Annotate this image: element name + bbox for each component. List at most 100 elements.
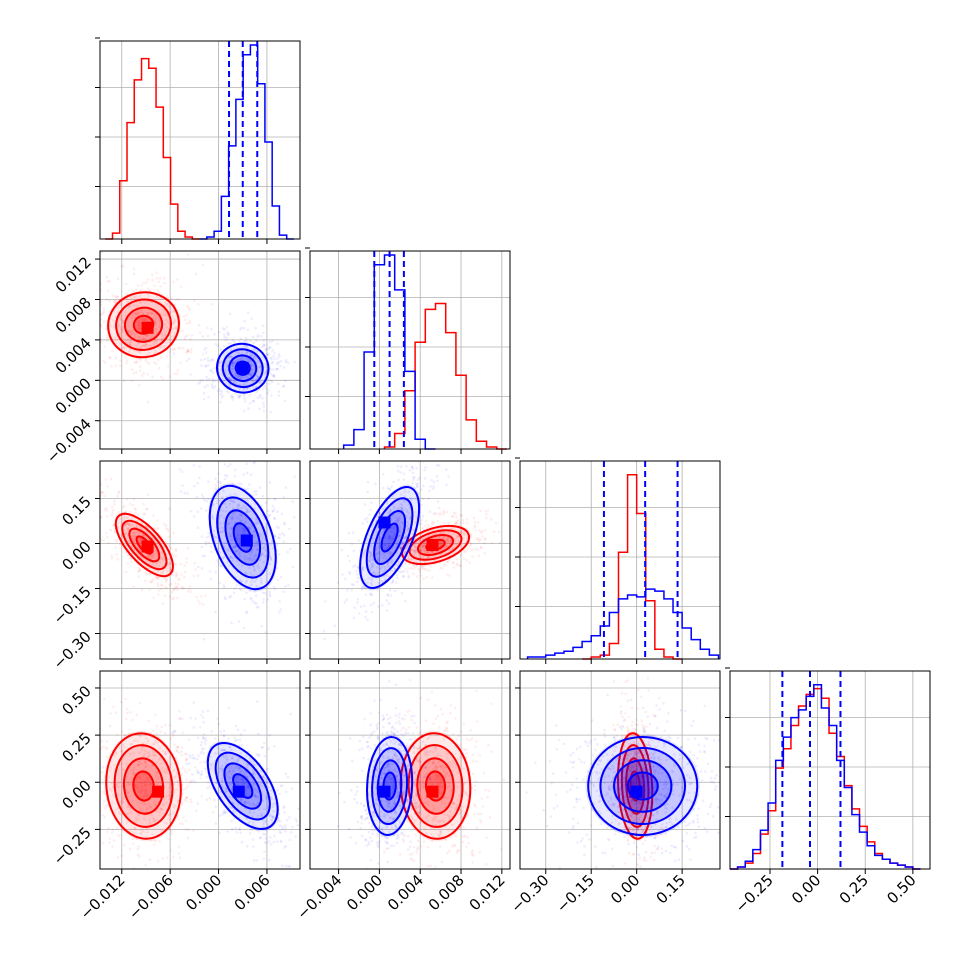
blue-sample-point [200, 364, 203, 367]
blue-sample-point [253, 357, 256, 361]
blue-sample-point [392, 527, 395, 530]
red-sample-point [172, 554, 175, 557]
blue-sample-point [255, 752, 259, 756]
blue-sample-point [254, 518, 258, 522]
red-sample-point [172, 806, 176, 809]
red-sample-point [132, 290, 135, 293]
blue-sample-point [270, 818, 274, 822]
red-sample-point [156, 860, 160, 863]
red-sample-point [120, 521, 123, 524]
blue-sample-point [370, 563, 374, 566]
red-sample-point [119, 304, 122, 307]
red-sample-point [144, 343, 148, 347]
blue-sample-point [232, 500, 235, 504]
red-sample-point [175, 749, 179, 753]
blue-sample-point [225, 758, 229, 762]
blue-sample-point [244, 382, 247, 386]
red-sample-point [132, 304, 136, 307]
red-sample-point [154, 575, 158, 579]
red-sample-point [393, 566, 396, 569]
blue-sample-point [403, 487, 406, 491]
red-sample-point [137, 763, 140, 767]
red-sample-point [148, 561, 151, 565]
red-sample-point [165, 795, 168, 798]
blue-sample-point [260, 532, 263, 536]
blue-sample-point [378, 554, 382, 557]
blue-sample-point [289, 831, 293, 834]
blue-sample-point [225, 772, 228, 776]
blue-sample-point [176, 780, 179, 783]
red-sample-point [167, 786, 171, 789]
red-sample-point [421, 526, 424, 530]
blue-sample-point [242, 626, 246, 630]
red-sample-point [185, 334, 189, 338]
blue-sample-point [396, 520, 399, 524]
red-contour-3 [132, 314, 155, 335]
red-sample-point [144, 571, 148, 574]
blue-sample-point [239, 733, 243, 736]
blue-sample-point [256, 377, 259, 380]
red-sample-point [421, 565, 425, 568]
red-sample-point [411, 564, 415, 567]
red-sample-point [152, 729, 155, 733]
red-sample-point [419, 574, 423, 577]
red-sample-point [138, 301, 141, 304]
red-sample-point [152, 564, 156, 567]
red-sample-point [140, 527, 144, 531]
red-sample-point [430, 690, 434, 694]
blue-sample-point [218, 550, 222, 554]
blue-sample-point [220, 779, 224, 782]
blue-sample-point [267, 388, 270, 392]
red-sample-point [145, 737, 148, 740]
blue-sample-point [400, 592, 404, 595]
red-sample-point [101, 745, 104, 749]
red-sample-point [467, 547, 470, 550]
red-sample-point [402, 791, 406, 794]
blue-sample-point [220, 795, 223, 798]
red-sample-point [190, 800, 193, 804]
red-sample-point [391, 776, 395, 780]
red-sample-point [172, 531, 176, 535]
red-sample-point [174, 775, 178, 778]
blue-sample-point [256, 790, 260, 794]
blue-sample-point [213, 535, 216, 539]
red-sample-point [442, 770, 446, 773]
red-sample-point [156, 570, 160, 573]
blue-sample-point [244, 357, 247, 360]
red-sample-point [460, 544, 464, 547]
red-sample-point [136, 818, 139, 822]
blue-contour-1 [214, 751, 271, 821]
red-sample-point [448, 574, 452, 577]
red-sample-point [422, 840, 426, 843]
red-sample-point [446, 729, 450, 733]
red-sample-point [473, 547, 477, 551]
red-sample-point [421, 779, 425, 783]
blue-sample-point [262, 343, 265, 346]
red-density-peak [141, 540, 154, 553]
blue-sample-point [195, 809, 198, 812]
red-sample-point [122, 346, 126, 350]
blue-sample-point [278, 792, 281, 796]
red-sample-point [159, 807, 163, 811]
blue-sample-point [241, 770, 245, 774]
blue-sample-point [245, 845, 249, 848]
red-sample-point [168, 350, 171, 354]
blue-sample-point [201, 735, 205, 739]
red-sample-point [137, 814, 141, 817]
blue-sample-point [252, 535, 256, 538]
blue-sample-point [265, 501, 268, 505]
blue-sample-point [333, 624, 337, 627]
blue-sample-point [168, 507, 171, 511]
blue-sample-point [195, 495, 199, 499]
red-sample-point [128, 330, 131, 333]
red-sample-point [204, 594, 207, 597]
blue-sample-point [231, 499, 234, 503]
blue-sample-point [236, 549, 240, 552]
blue-sample-point [232, 497, 236, 501]
blue-sample-point [234, 724, 238, 728]
red-sample-point [448, 784, 451, 788]
blue-sample-point [268, 858, 271, 862]
blue-sample-point [366, 490, 370, 494]
red-sample-point [125, 527, 129, 530]
red-sample-point [470, 548, 474, 552]
